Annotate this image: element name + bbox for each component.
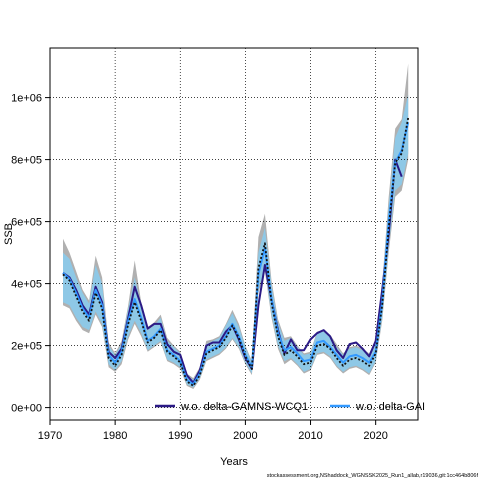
x-tick-label-3: 2000 bbox=[233, 430, 257, 442]
x-tick-label-2: 1990 bbox=[168, 430, 192, 442]
series-line-1 bbox=[62, 122, 410, 386]
x-axis-title: Years bbox=[220, 456, 248, 468]
legend: w.o. delta-GAMNS-WCQ1 w.o. delta-GAI bbox=[155, 401, 425, 413]
y-axis-title: SSB bbox=[3, 223, 15, 245]
y-tick-label-5: 1e+06 bbox=[11, 93, 42, 105]
series-line-2 bbox=[62, 117, 410, 387]
x-tick-label-1: 1980 bbox=[103, 430, 127, 442]
legend-label-gai: w.o. delta-GAI bbox=[355, 401, 425, 413]
x-tick-label-5: 2020 bbox=[363, 430, 387, 442]
plot-frame bbox=[49, 47, 419, 421]
x-axis: 1970 1980 1990 2000 2010 2020 bbox=[38, 420, 388, 442]
y-tick-label-4: 8e+05 bbox=[11, 155, 42, 167]
y-tick-label-2: 4e+05 bbox=[11, 279, 42, 291]
x-tick-label-0: 1970 bbox=[38, 430, 62, 442]
y-axis: 0e+00 2e+05 4e+05 6e+05 8e+05 1e+06 bbox=[11, 93, 50, 415]
y-tick-label-0: 0e+00 bbox=[11, 403, 42, 415]
y-tick-label-3: 6e+05 bbox=[11, 217, 42, 229]
footer-source: stockassessment.org,NShaddock_WGNSSK2025… bbox=[267, 473, 479, 479]
series-lines bbox=[62, 117, 410, 387]
y-tick-label-1: 2e+05 bbox=[11, 341, 42, 353]
legend-label-gamns: w.o. delta-GAMNS-WCQ1 bbox=[180, 401, 308, 413]
x-tick-label-4: 2010 bbox=[298, 430, 322, 442]
